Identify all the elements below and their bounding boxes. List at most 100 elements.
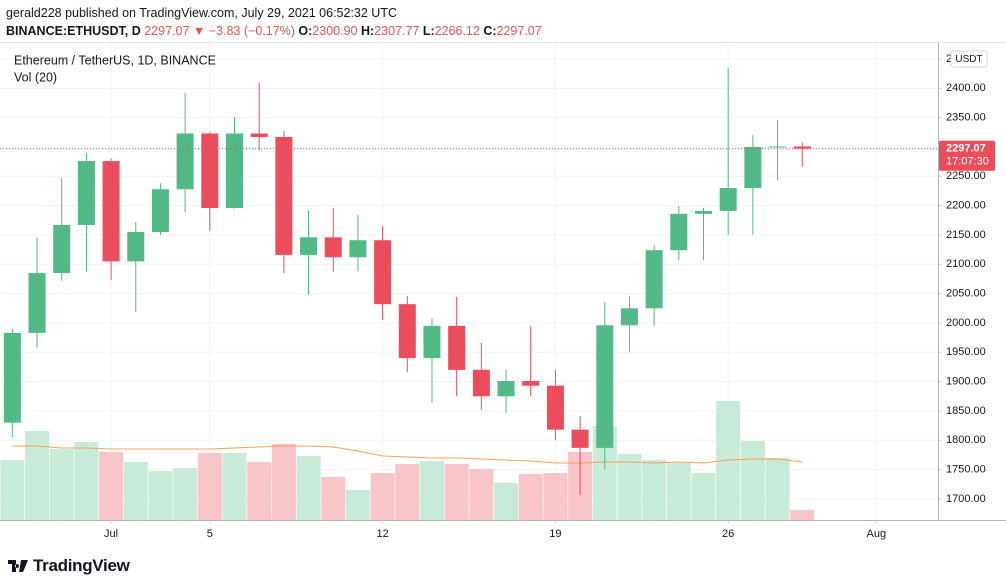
x-tick-label: 26: [722, 528, 734, 540]
volume-bar: [222, 453, 247, 520]
open-label: O:: [298, 24, 313, 38]
candle-body: [226, 133, 243, 208]
publish-line: gerald228 published on TradingView.com, …: [6, 4, 542, 22]
y-tick-label: 1800.00: [946, 434, 986, 446]
volume-bar: [321, 477, 346, 520]
volume-bar: [469, 469, 494, 520]
volume-bar: [691, 473, 716, 520]
quote-line: BINANCE:ETHUSDT, D 2297.07 ▼ −3.83 (−0.1…: [6, 22, 542, 40]
currency-label: USDT: [955, 54, 982, 65]
candle-body: [53, 224, 71, 274]
y-tick-label: 1950.00: [946, 346, 986, 358]
candle-body: [374, 240, 392, 305]
candle-body: [151, 189, 169, 233]
candle-body: [497, 380, 515, 397]
volume-bar: [345, 490, 370, 520]
last-price-badge: [939, 140, 995, 171]
countdown: 17:07:30: [946, 156, 989, 168]
volume-bar: [25, 431, 50, 520]
candle-body: [448, 325, 466, 370]
y-tick-label: 1750.00: [946, 463, 986, 475]
candle-body: [571, 429, 589, 448]
brand: TradingView: [33, 556, 130, 575]
volume-bar: [271, 444, 296, 520]
volume-bar: [765, 458, 790, 520]
candle-body: [201, 133, 219, 208]
volume-bar: [666, 463, 691, 520]
candle-body: [596, 325, 614, 448]
volume-bar: [0, 460, 25, 520]
x-tick-label: 5: [207, 528, 213, 540]
candle-body: [3, 332, 21, 423]
volume-bar: [99, 452, 124, 520]
close-value: 2297.07: [496, 24, 542, 38]
volume-bar: [247, 462, 272, 520]
last-price-label: 2297.07: [946, 143, 986, 155]
chart: 1700.00 1750.00 1800.00 1850.00 1900.00 1950.…: [0, 42, 1006, 540]
volume-pane: [0, 401, 815, 520]
candle-body: [472, 369, 490, 397]
logo: [8, 560, 28, 572]
volume-bar: [617, 454, 642, 520]
open-value: 2300.90: [312, 24, 358, 38]
high-label: H:: [360, 24, 375, 38]
volume-bar: [173, 468, 198, 520]
y-tick-label: 2350.00: [946, 112, 986, 124]
y-tick-label: 2250.00: [946, 170, 986, 182]
high-value: 2307.77: [374, 24, 420, 38]
y-tick-label: 2200.00: [946, 200, 986, 212]
candle-body: [793, 146, 811, 149]
candle-body: [744, 146, 762, 189]
volume-bar: [518, 474, 543, 520]
publish-info: gerald228 published on TradingView.com, …: [6, 6, 397, 20]
volume-bar: [642, 460, 667, 520]
volume-bar: [296, 456, 321, 520]
candle-body: [324, 237, 342, 258]
axes: 1700.00 1750.00 1800.00 1850.00 1900.00 1950.…: [0, 42, 1006, 540]
volume-ma-line: [12, 445, 803, 464]
close-label: C:: [483, 24, 497, 38]
candle-body: [398, 304, 416, 359]
low-value: 2266.12: [434, 24, 480, 38]
last-price: 2297.07: [144, 24, 190, 38]
candle-body: [127, 232, 145, 262]
candle-body: [645, 250, 663, 309]
x-tick-label: 12: [376, 528, 388, 540]
candle-body: [349, 240, 367, 258]
low-label: L:: [422, 24, 435, 38]
change-arrow: ▼: [192, 24, 206, 38]
footer: TradingView: [8, 556, 130, 576]
y-tick-label: 2000.00: [946, 317, 986, 329]
x-tick-label: Aug: [867, 528, 887, 540]
volume-bar: [49, 449, 74, 520]
volume-bar: [74, 442, 99, 520]
candle-body: [670, 213, 688, 251]
volume-bar: [790, 510, 815, 520]
volume-bar: [494, 483, 519, 520]
y-tick-label: 2050.00: [946, 288, 986, 300]
candle-body: [102, 161, 120, 262]
y-tick-label: 1850.00: [946, 405, 986, 417]
y-tick-label: 1700.00: [946, 493, 986, 505]
volume-bar: [543, 473, 568, 520]
candle-body: [250, 133, 268, 138]
change: −3.83 (−0.17%): [208, 24, 295, 38]
candle-body: [522, 380, 540, 386]
y-tick-label: 2100.00: [946, 258, 986, 270]
candle-body: [719, 188, 737, 211]
volume-bar: [123, 462, 148, 520]
volume-title: Vol (20): [14, 70, 57, 84]
grid: [0, 42, 938, 520]
y-tick-label: 2400.00: [946, 82, 986, 94]
header: gerald228 published on TradingView.com, …: [6, 4, 542, 40]
candle-body: [546, 385, 564, 430]
candle-body: [423, 325, 441, 359]
volume-bar: [148, 471, 173, 520]
candle-body: [176, 133, 194, 190]
price-pane: [0, 68, 938, 495]
x-tick-label: 19: [549, 528, 561, 540]
symbol: BINANCE:ETHUSDT, D: [6, 24, 141, 38]
volume-bar: [419, 461, 444, 520]
candle-body: [620, 308, 638, 326]
currency-badge: [950, 50, 988, 68]
